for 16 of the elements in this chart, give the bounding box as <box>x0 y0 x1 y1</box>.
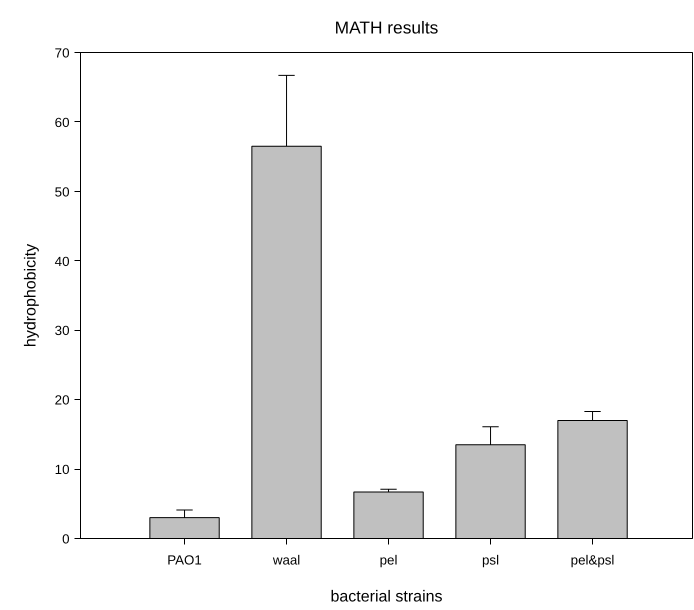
y-tick-label: 30 <box>54 323 70 338</box>
y-tick-label: 20 <box>54 392 70 408</box>
x-tick-label: pel&psl <box>570 552 614 568</box>
chart-title: MATH results <box>334 18 439 38</box>
y-tick-label: 70 <box>54 46 70 60</box>
x-axis-title: bacterial strains <box>330 588 443 606</box>
y-tick-label: 50 <box>54 184 70 200</box>
y-tick-label: 10 <box>54 462 70 478</box>
y-axis-title: hydrophobicity <box>22 244 40 348</box>
x-tick-label: psl <box>482 552 500 568</box>
x-tick-label: pel <box>380 552 398 568</box>
y-tick-label: 0 <box>62 532 70 546</box>
x-tick-label: PAO1 <box>167 552 202 568</box>
x-tick-label: waal <box>272 552 300 568</box>
y-tick-label: 60 <box>54 114 70 130</box>
y-tick-label: 40 <box>54 254 70 269</box>
